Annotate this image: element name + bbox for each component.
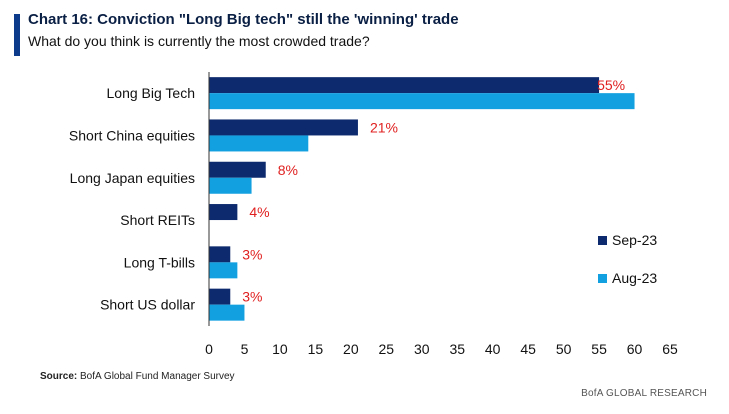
x-tick-label: 10: [272, 341, 288, 357]
bar-aug-23: [209, 135, 309, 152]
x-tick-label: 65: [662, 341, 678, 357]
x-tick-label: 50: [556, 341, 572, 357]
source-label: Source:: [40, 371, 78, 382]
x-tick-label: 0: [205, 341, 213, 357]
legend-swatch: [598, 236, 607, 245]
data-label-sep-23: 3%: [242, 246, 262, 262]
bar-aug-23: [209, 304, 245, 321]
x-tick-label: 30: [414, 341, 430, 357]
category-label: Long Big Tech: [107, 85, 195, 101]
bar-sep-23: [209, 77, 600, 94]
bar-aug-23: [209, 93, 635, 110]
x-tick-label: 45: [520, 341, 536, 357]
category-label: Long Japan equities: [70, 170, 195, 186]
data-label-sep-23: 3%: [242, 289, 262, 305]
bar-sep-23: [209, 161, 266, 178]
data-label-sep-23: 4%: [249, 204, 269, 220]
category-label: Short REITs: [120, 212, 195, 228]
x-tick-label: 55: [591, 341, 607, 357]
brand-logo-text: BofA GLOBAL RESEARCH: [581, 388, 707, 399]
legend-label: Aug-23: [612, 270, 657, 286]
bar-sep-23: [209, 204, 238, 221]
data-label-sep-23: 8%: [278, 162, 298, 178]
bar-sep-23: [209, 246, 231, 263]
category-label: Long T-bills: [124, 254, 195, 270]
x-tick-label: 60: [627, 341, 643, 357]
legend-label: Sep-23: [612, 232, 657, 248]
title-accent-bar: [14, 14, 20, 56]
bar-sep-23: [209, 119, 358, 136]
legend-swatch: [598, 274, 607, 283]
x-tick-label: 20: [343, 341, 359, 357]
chart-subtitle: What do you think is currently the most …: [28, 33, 370, 49]
x-tick-label: 5: [241, 341, 249, 357]
data-label-sep-23: 55%: [597, 77, 625, 93]
chart-title: Chart 16: Conviction "Long Big tech" sti…: [28, 11, 459, 28]
source-note: Source: BofA Global Fund Manager Survey: [40, 371, 235, 382]
source-text: BofA Global Fund Manager Survey: [80, 371, 235, 382]
data-label-sep-23: 21%: [370, 119, 398, 135]
category-label: Short US dollar: [100, 297, 195, 313]
bar-aug-23: [209, 262, 238, 279]
bar-sep-23: [209, 288, 231, 305]
x-tick-label: 40: [485, 341, 501, 357]
x-tick-label: 25: [379, 341, 395, 357]
x-tick-label: 15: [308, 341, 324, 357]
bar-aug-23: [209, 177, 252, 194]
x-tick-label: 35: [449, 341, 465, 357]
category-label: Short China equities: [69, 127, 195, 143]
